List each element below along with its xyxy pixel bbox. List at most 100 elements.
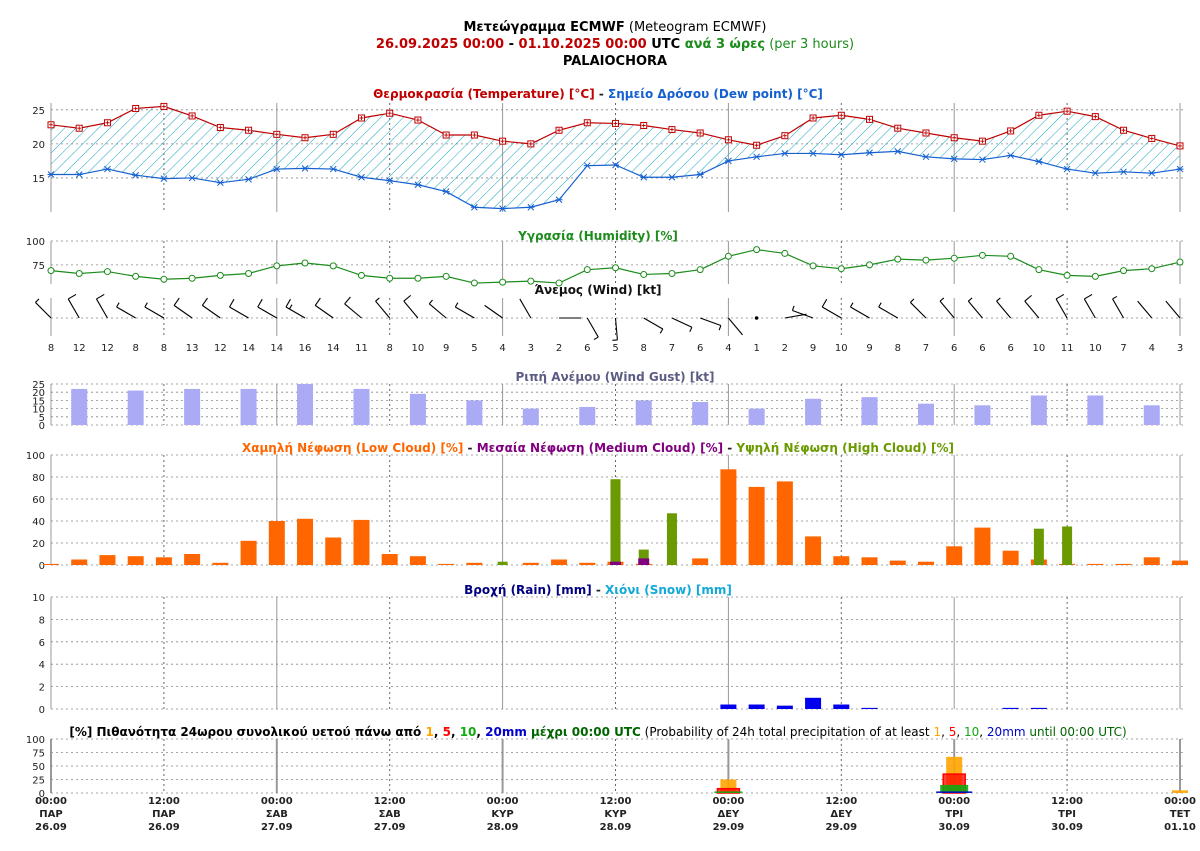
humidity-point	[1176, 258, 1184, 266]
humidity-point	[47, 267, 55, 275]
wind-barb-staff	[173, 304, 193, 319]
low-cloud-bar	[438, 563, 455, 565]
wind-barb-full	[403, 294, 412, 302]
dewpoint-point	[668, 173, 676, 181]
temperature-point-cross	[359, 115, 364, 120]
cloud-y-tick-label: 40	[32, 517, 45, 528]
dewpoint-point	[132, 171, 140, 179]
wind-speed-label: 11	[1061, 343, 1074, 354]
humidity-point	[75, 269, 83, 277]
humidity-point	[386, 274, 394, 282]
humidity-point	[1063, 271, 1071, 279]
wind-barb-full	[344, 296, 351, 305]
wind-speed-label: 10	[412, 343, 425, 354]
prob-y-tick-label: 50	[32, 762, 45, 773]
temp-dewpoint-band	[51, 106, 1180, 209]
wind-barb-staff	[116, 306, 136, 319]
probability-bar-p20	[936, 791, 973, 793]
wind-barb-full	[285, 298, 291, 308]
temperature-point-cross	[557, 128, 562, 133]
wind-speed-label: 7	[923, 343, 929, 354]
cloud-layer	[43, 469, 1188, 565]
wind-barb-half	[689, 327, 693, 333]
humidity-point	[216, 271, 224, 279]
wind-barb-half	[659, 328, 664, 334]
temp-y-tick-label: 15	[32, 174, 45, 185]
low-cloud-bar	[99, 555, 116, 565]
humidity-point	[160, 275, 168, 283]
dewpoint-point	[612, 161, 619, 169]
low-cloud-bar	[381, 554, 398, 565]
x-axis-day-label: ΤΕΤ	[1170, 809, 1191, 820]
x-axis-date-label: 28.09	[487, 822, 519, 833]
temperature-point-cross	[444, 133, 449, 138]
wind-speed-label: 4	[725, 343, 731, 354]
wind-barb-staff	[455, 306, 475, 319]
humidity-point	[612, 264, 619, 272]
wind-speed-label: 10	[1033, 343, 1046, 354]
rain-panel-title: Βροχή (Rain) [mm] - Χιόνι (Snow) [mm]	[464, 583, 732, 597]
low-cloud-bar	[409, 556, 426, 565]
rain-y-tick-label: 6	[39, 638, 45, 649]
x-axis-time-label: 00:00	[1164, 796, 1196, 807]
gust-y-tick-label: 5	[39, 413, 45, 424]
dewpoint-point	[499, 205, 507, 212]
wind-barb-full	[96, 293, 105, 300]
gust-y-tick-label: 0	[39, 421, 45, 432]
gust-bar	[692, 402, 709, 425]
dewpoint-point	[245, 175, 253, 183]
x-axis-time-label: 12:00	[148, 796, 180, 807]
temperature-point-cross	[613, 121, 618, 126]
gust-panel-title: Ριπή Ανέμου (Wind Gust) [kt]	[516, 370, 715, 384]
temperature-point-cross	[218, 125, 223, 130]
x-axis: 00:00 ΠΑΡ 26.09 12:00 ΠΑΡ 26.09 00:00 ΣΑΒ 27.09 1…	[35, 796, 1196, 833]
gust-y-tick-label: 25	[32, 380, 45, 391]
prob-y-tick-label: 100	[26, 735, 45, 746]
dewpoint-point	[442, 188, 450, 195]
gust-bar	[297, 384, 314, 425]
humidity-point	[555, 279, 563, 287]
humidity-point	[668, 269, 676, 277]
wind-barb-half	[910, 298, 915, 303]
location-name: PALAIOCHORA	[563, 54, 667, 69]
dewpoint-point	[527, 203, 535, 211]
dewpoint-point	[160, 175, 168, 182]
wind-barb-half	[116, 302, 120, 308]
wind-barb-staff	[375, 300, 391, 319]
humidity-point	[950, 254, 958, 262]
wind-speed-label: 7	[1120, 343, 1126, 354]
temperature-panel-title: Θερμοκρασία (Temperature) [°C] - Σημείο …	[373, 87, 823, 101]
dewpoint-point	[357, 173, 365, 181]
dewpoint-point	[837, 151, 845, 159]
gust-bar	[409, 393, 426, 425]
wind-barb-full	[1024, 294, 1032, 302]
wind-barb-staff	[257, 306, 278, 319]
temperature-point-cross	[923, 130, 928, 135]
humidity-point	[414, 274, 422, 282]
low-cloud-bar	[522, 562, 539, 565]
wind-barb-staff	[314, 304, 334, 319]
low-cloud-bar	[805, 536, 822, 565]
x-axis-date-label: 29.09	[713, 822, 745, 833]
low-cloud-bar	[579, 562, 596, 565]
x-axis-date-label: 30.09	[938, 822, 970, 833]
x-axis-time-label: 12:00	[825, 796, 857, 807]
wind-barb-staff	[821, 306, 842, 319]
x-axis-day-label: ΣΑΒ	[379, 809, 401, 820]
wind-barb-staff	[403, 300, 419, 319]
dewpoint-point	[1120, 168, 1128, 176]
wind-barb-staff	[727, 317, 743, 336]
wind-speed-label: 2	[782, 343, 788, 354]
temperature-point-cross	[782, 133, 787, 138]
x-axis-date-label: 27.09	[261, 822, 293, 833]
low-cloud-bar	[946, 546, 963, 565]
temperature-point-cross	[77, 126, 82, 131]
wind-barb-staff	[95, 298, 108, 319]
dewpoint-point	[753, 153, 761, 161]
dewpoint-point	[414, 181, 422, 189]
hum-y-tick-label: 100	[26, 237, 45, 248]
wind-speed-label: 8	[161, 343, 167, 354]
wind-barb-staff	[1055, 298, 1068, 319]
wind-speed-label: 14	[270, 343, 283, 354]
hum-y-tick-label: 75	[32, 261, 45, 272]
